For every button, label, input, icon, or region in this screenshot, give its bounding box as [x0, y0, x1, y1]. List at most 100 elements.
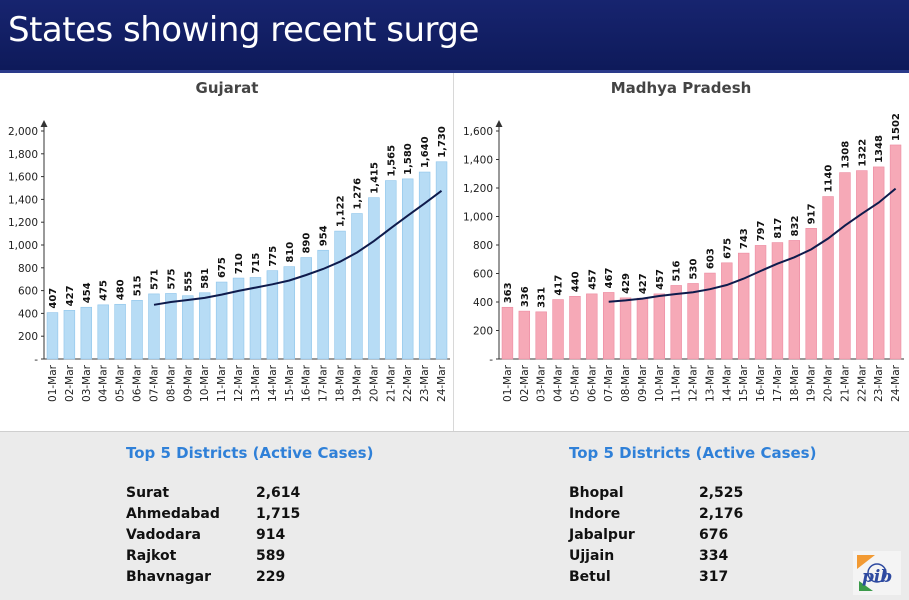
data-label: 331 — [537, 287, 548, 308]
bar — [401, 178, 414, 360]
bar — [334, 230, 346, 360]
bar — [63, 310, 76, 360]
bar — [266, 270, 279, 360]
y-tick-label: 1,600 — [8, 172, 38, 184]
x-tick-label: 07-Mar — [603, 364, 615, 402]
y-tick-label: 600 — [18, 286, 38, 298]
data-label: 1,565 — [386, 145, 397, 177]
x-tick-label: 21-Mar — [385, 364, 397, 402]
bar — [435, 161, 448, 360]
district-row: Betul 317 — [569, 569, 829, 590]
x-tick-label: 13-Mar — [704, 364, 716, 402]
x-tick-label: 03-Mar — [536, 364, 548, 402]
bar — [418, 171, 431, 360]
bar — [619, 297, 632, 360]
data-label: 1502 — [891, 113, 902, 141]
district-value: 2,614 — [256, 485, 301, 501]
y-tick-label: 1,400 — [463, 155, 493, 167]
bar — [317, 249, 329, 360]
bar — [737, 252, 750, 360]
trend-line — [608, 187, 897, 303]
data-label: 336 — [520, 286, 531, 307]
district-row: Ahmedabad 1,715 — [126, 506, 386, 527]
data-label: 675 — [217, 257, 228, 278]
y-tick-label: 1,600 — [463, 126, 493, 138]
district-value: 676 — [699, 527, 729, 543]
x-tick-label: 11-Mar — [216, 364, 228, 402]
bar — [889, 144, 902, 360]
x-tick-label: 17-Mar — [318, 364, 330, 402]
bar — [839, 172, 851, 360]
bar — [232, 277, 245, 360]
data-label: 832 — [790, 216, 801, 237]
district-row: Ujjain 334 — [569, 548, 829, 569]
district-value: 229 — [256, 569, 286, 585]
bar — [97, 304, 109, 360]
data-label: 817 — [773, 218, 784, 239]
bar — [687, 283, 699, 360]
data-label: 743 — [739, 228, 750, 249]
bar — [501, 306, 514, 360]
x-tick-label: 19-Mar — [806, 364, 818, 402]
x-tick-label: 02-Mar — [519, 364, 531, 402]
x-tick-label: 14-Mar — [267, 364, 279, 402]
x-tick-label: 05-Mar — [569, 364, 581, 402]
y-tick-label: 200 — [473, 326, 493, 338]
bar — [569, 296, 581, 360]
bar — [283, 266, 296, 360]
bar — [215, 281, 228, 360]
bar — [131, 299, 143, 360]
bar — [602, 292, 615, 360]
y-tick-label: 1,000 — [8, 240, 38, 252]
bar — [653, 293, 666, 360]
trend-line — [153, 189, 443, 306]
x-tick-label: 13-Mar — [250, 364, 262, 402]
data-label: 1,415 — [369, 162, 380, 194]
bar — [872, 166, 885, 360]
x-tick-label: 02-Mar — [64, 364, 76, 402]
bar — [300, 257, 312, 360]
district-value: 317 — [699, 569, 729, 585]
bar — [552, 299, 564, 360]
district-row: Jabalpur 676 — [569, 527, 829, 548]
y-tick-label: - — [489, 354, 493, 366]
data-label: 467 — [604, 268, 615, 289]
x-tick-label: 09-Mar — [637, 364, 649, 402]
bar — [351, 213, 363, 360]
data-label: 407 — [48, 288, 59, 309]
x-tick-label: 18-Mar — [789, 364, 801, 402]
bar — [114, 303, 126, 360]
data-label: 515 — [133, 275, 144, 296]
data-label: 1,640 — [420, 136, 431, 168]
data-label: 427 — [65, 285, 76, 306]
districts-section: Top 5 Districts (Active Cases) Surat 2,6… — [0, 431, 909, 600]
data-label: 454 — [82, 282, 93, 303]
y-tick-label: 200 — [18, 331, 38, 343]
district-name: Ahmedabad — [126, 506, 220, 522]
y-tick-label: 400 — [18, 308, 38, 320]
x-tick-label: 18-Mar — [335, 364, 347, 402]
bar — [771, 242, 784, 360]
district-row: Bhavnagar 229 — [126, 569, 386, 590]
x-tick-label: 15-Mar — [738, 364, 750, 402]
x-tick-label: 09-Mar — [182, 364, 194, 402]
district-name: Betul — [569, 569, 611, 585]
data-label: 571 — [149, 269, 160, 290]
x-tick-label: 04-Mar — [553, 364, 565, 402]
data-label: 954 — [319, 225, 330, 246]
district-value: 334 — [699, 548, 729, 564]
x-tick-label: 21-Mar — [839, 364, 851, 402]
district-value: 589 — [256, 548, 286, 564]
x-tick-label: 10-Mar — [654, 364, 666, 402]
data-label: 1348 — [874, 135, 885, 163]
x-tick-label: 01-Mar — [502, 364, 514, 402]
data-label: 710 — [234, 253, 245, 274]
district-value: 1,715 — [256, 506, 301, 522]
district-name: Bhopal — [569, 485, 624, 501]
district-name: Bhavnagar — [126, 569, 211, 585]
data-label: 555 — [183, 271, 194, 292]
logo-text: pib — [862, 567, 892, 587]
x-tick-label: 05-Mar — [115, 364, 127, 402]
data-label: 516 — [672, 261, 683, 282]
data-label: 1,276 — [352, 178, 363, 210]
